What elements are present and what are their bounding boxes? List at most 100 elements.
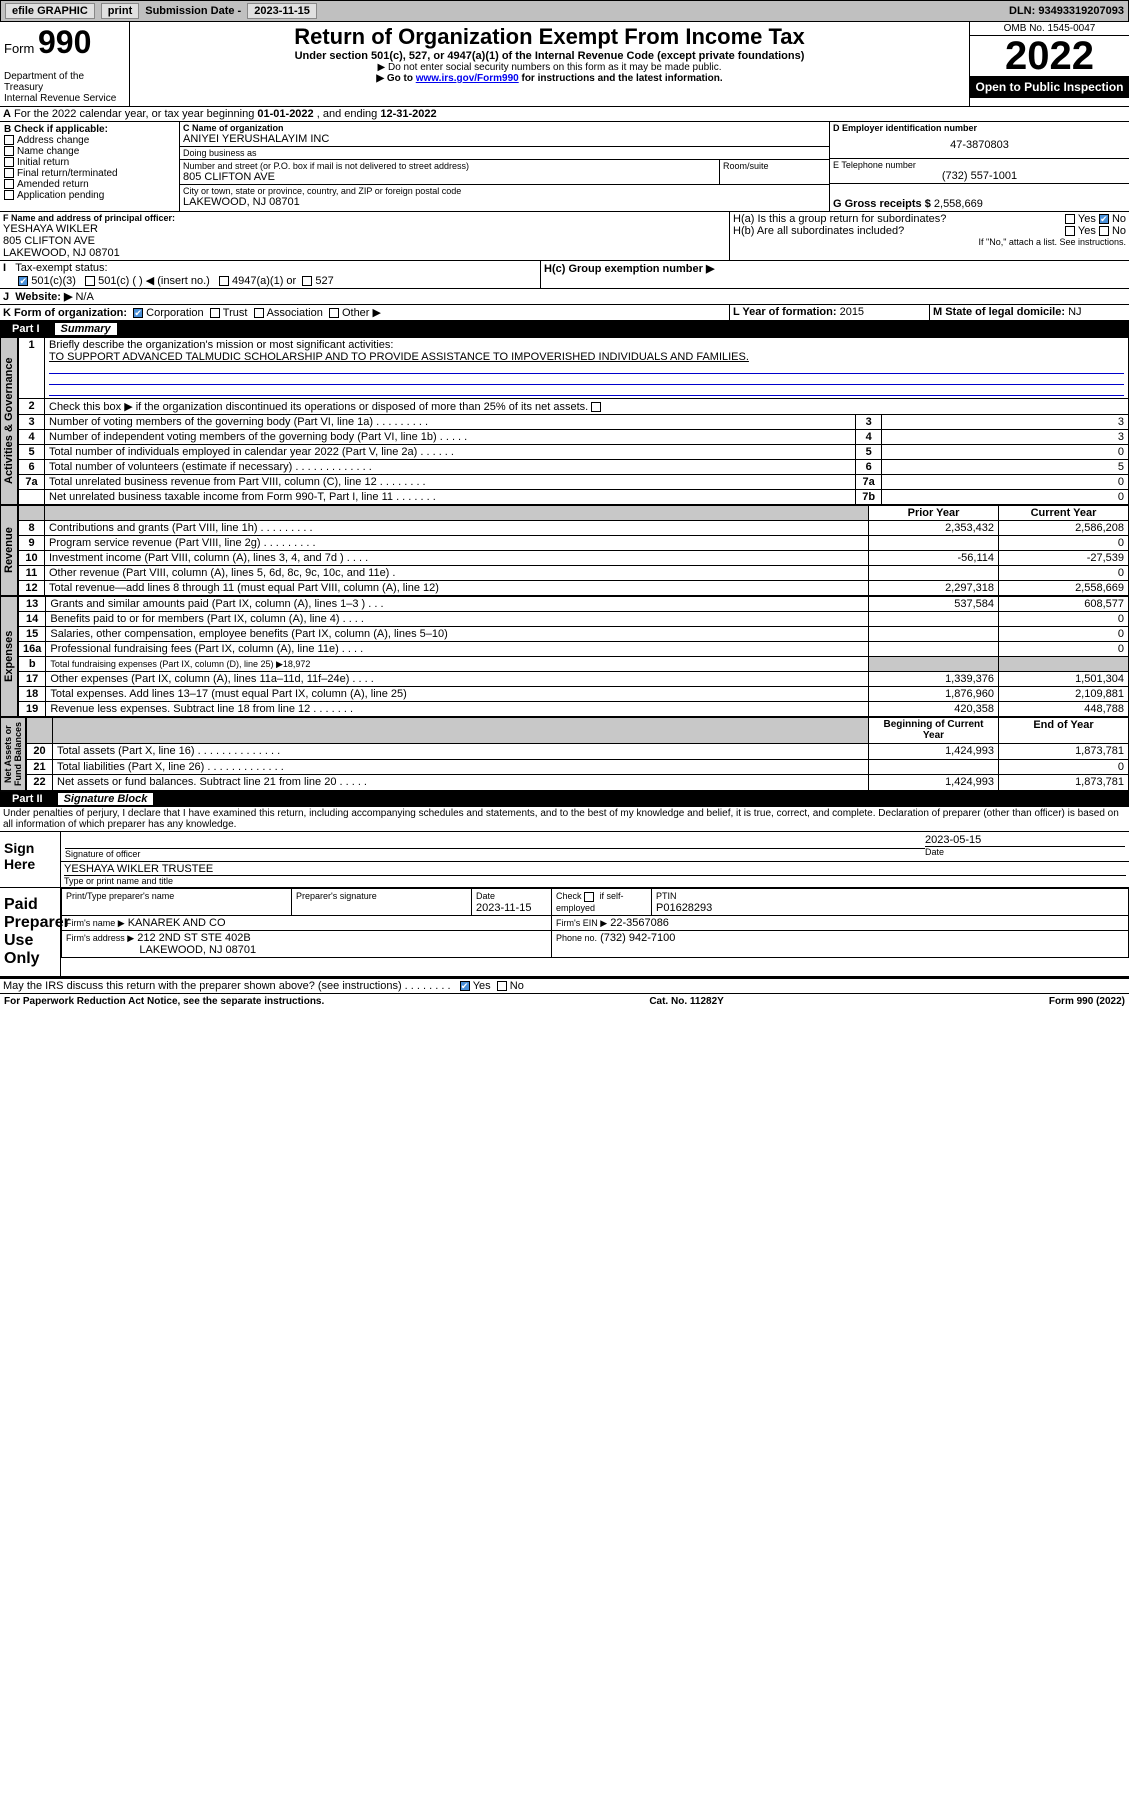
firm-ein-label: Firm's EIN ▶ [556,918,607,928]
cb-final-return[interactable]: Final return/terminated [4,168,175,179]
mission: TO SUPPORT ADVANCED TALMUDIC SCHOLARSHIP… [49,351,749,363]
firm-addr-label: Firm's address ▶ [66,933,134,943]
sig-date-label: Date [925,847,1125,857]
line20: Total assets (Part X, line 16) . . . . .… [53,744,869,760]
m-label: M State of legal domicile: [933,306,1065,318]
hc-label: H(c) Group exemption number ▶ [544,263,714,275]
p12: 2,297,318 [869,581,999,596]
street: 805 CLIFTON AVE [183,171,716,183]
revenue-block: Revenue Prior YearCurrent Year 8Contribu… [0,505,1129,596]
line19: Revenue less expenses. Subtract line 18 … [46,702,869,717]
irs-discuss: May the IRS discuss this return with the… [0,977,1129,994]
line5: Total number of individuals employed in … [45,445,856,460]
line9: Program service revenue (Part VIII, line… [45,536,869,551]
part-ii-bar: Part IISignature Block [0,791,1129,807]
line16a: Professional fundraising fees (Part IX, … [46,642,869,657]
cb-application-pending[interactable]: Application pending [4,190,175,201]
footer-left: For Paperwork Reduction Act Notice, see … [4,996,324,1007]
j-label: Website: ▶ [15,291,72,303]
b-header: B Check if applicable: [4,124,175,135]
hdr-beg: Beginning of Current Year [869,718,999,744]
part-i-bar: Part ISummary [0,321,1129,337]
c13: 608,577 [999,597,1129,612]
prep-h3: Date [476,891,495,901]
cb-trust[interactable]: Trust [210,307,248,319]
line22: Net assets or fund balances. Subtract li… [53,775,869,791]
efile-button[interactable]: efile GRAPHIC [5,3,95,19]
cb-501c3[interactable]: 501(c)(3) [18,275,76,287]
cb-amended-return[interactable]: Amended return [4,179,175,190]
cb-527[interactable]: 527 [302,275,333,287]
prep-h4: Check if self-employed [556,891,624,913]
line10: Investment income (Part VIII, column (A)… [45,551,869,566]
hdr-end: End of Year [999,718,1129,744]
firm-name-label: Firm's name ▶ [66,918,125,928]
p10: -56,114 [869,551,999,566]
subtitle-1: Under section 501(c), 527, or 4947(a)(1)… [136,50,963,62]
website: N/A [75,291,93,303]
state-domicile: NJ [1068,306,1081,318]
vtab-revenue: Revenue [0,505,18,596]
prep-h2: Preparer's signature [296,891,377,901]
org-name: ANIYEI YERUSHALAYIM INC [183,133,826,145]
val7a: 0 [882,475,1129,490]
line16b: Total fundraising expenses (Part IX, col… [46,657,869,672]
p18: 1,876,960 [869,687,999,702]
p22: 1,424,993 [869,775,999,791]
section-k-l-m: K Form of organization: Corporation Trus… [0,305,1129,321]
form-number: Form 990 [4,24,125,61]
hdr-prior: Prior Year [869,506,999,521]
activities-governance-block: Activities & Governance 1 Briefly descri… [0,337,1129,505]
g-gross-label: G Gross receipts $ [833,198,931,210]
cb-4947[interactable]: 4947(a)(1) or [219,275,296,287]
sig-date: 2023-05-15 [925,834,1125,846]
p19: 420,358 [869,702,999,717]
val6: 5 [882,460,1129,475]
c17: 1,501,304 [999,672,1129,687]
firm-phone: (732) 942-7100 [600,932,675,944]
ptin: P01628293 [656,902,712,914]
cb-other[interactable]: Other ▶ [329,307,381,319]
p21 [869,759,999,775]
line7b: Net unrelated business taxable income fr… [45,490,856,505]
cb-name-change[interactable]: Name change [4,146,175,157]
cb-irs-no[interactable] [497,981,507,991]
c-name-label: C Name of organization [183,123,826,133]
cb-corporation[interactable]: Corporation [133,307,203,319]
subtitle-2: ▶ Do not enter social security numbers o… [136,62,963,73]
tax-year: 2022 [970,36,1129,76]
footer: For Paperwork Reduction Act Notice, see … [0,994,1129,1009]
cb-association[interactable]: Association [254,307,323,319]
p9 [869,536,999,551]
line7a: Total unrelated business revenue from Pa… [45,475,856,490]
officer-name: YESHAYA WIKLER [3,223,726,235]
ha-label: H(a) Is this a group return for subordin… [733,213,1065,225]
line11: Other revenue (Part VIII, column (A), li… [45,566,869,581]
top-toolbar: efile GRAPHIC print Submission Date - 20… [0,0,1129,22]
footer-mid: Cat. No. 11282Y [649,996,723,1007]
form-header: Form 990 Department of the Treasury Inte… [0,22,1129,107]
i-label: Tax-exempt status: [15,262,107,274]
telephone: (732) 557-1001 [833,170,1126,182]
cb-501c[interactable]: 501(c) ( ) ◀ (insert no.) [85,275,210,287]
signer-name: YESHAYA WIKLER TRUSTEE [64,863,1126,875]
c20: 1,873,781 [999,744,1129,760]
c15: 0 [999,627,1129,642]
line3: Number of voting members of the governin… [45,415,856,430]
cb-initial-return[interactable]: Initial return [4,157,175,168]
line12: Total revenue—add lines 8 through 11 (mu… [45,581,869,596]
c19: 448,788 [999,702,1129,717]
line2: Check this box ▶ if the organization dis… [45,399,1129,415]
cb-address-change[interactable]: Address change [4,135,175,146]
officer-city: LAKEWOOD, NJ 08701 [3,247,726,259]
hb-label: H(b) Are all subordinates included? [733,225,1065,237]
netassets-block: Net Assets or Fund Balances Beginning of… [0,717,1129,791]
submission-date-label: Submission Date - [145,5,241,17]
val3: 3 [882,415,1129,430]
c12: 2,558,669 [999,581,1129,596]
hb-answer: Yes No [1065,225,1126,237]
print-button[interactable]: print [101,3,139,19]
cb-irs-yes[interactable] [460,981,470,991]
c11: 0 [999,566,1129,581]
irs-link[interactable]: www.irs.gov/Form990 [416,73,519,84]
